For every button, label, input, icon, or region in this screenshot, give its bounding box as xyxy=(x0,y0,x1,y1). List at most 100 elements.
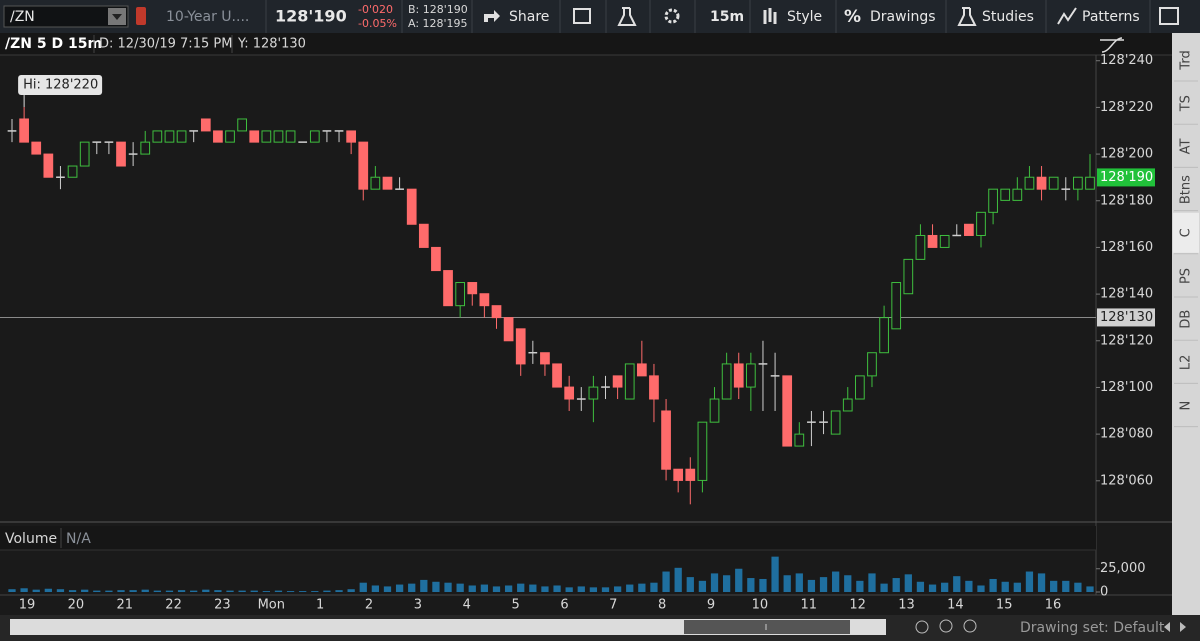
link-icon[interactable] xyxy=(136,7,146,25)
candle-body xyxy=(879,317,889,354)
more-icon[interactable] xyxy=(1159,7,1179,25)
candle-body xyxy=(31,141,42,155)
studies-icon xyxy=(957,7,977,26)
volume-bar xyxy=(468,585,476,592)
candle-body xyxy=(346,130,357,143)
volume-bar xyxy=(311,591,319,592)
candle-body xyxy=(164,130,175,143)
dropdown-arrow xyxy=(112,14,122,20)
y-tick-label: 128'160 xyxy=(1100,240,1153,255)
x-tick-label: 22 xyxy=(165,598,182,613)
volume-bar xyxy=(674,567,682,592)
x-tick-label: 9 xyxy=(707,598,715,613)
chart-header xyxy=(0,33,1172,55)
candle-body xyxy=(612,375,623,388)
last-price-box xyxy=(1097,168,1155,187)
share-icon xyxy=(484,10,500,22)
scale-icon[interactable] xyxy=(1100,37,1124,53)
volume-bar xyxy=(1001,581,1009,592)
volume-bar xyxy=(286,591,295,592)
candle-body xyxy=(673,468,684,481)
volume-bar xyxy=(916,581,925,592)
candle-body xyxy=(467,282,478,295)
y-tick-label: 128'060 xyxy=(1100,473,1153,488)
candle-body xyxy=(636,363,647,377)
x-tick-label: 2 xyxy=(365,598,373,613)
x-tick-label: 7 xyxy=(609,598,617,613)
y-tick-label: 128'240 xyxy=(1100,53,1153,68)
volume-bar xyxy=(93,590,101,592)
candle-body xyxy=(370,176,381,190)
volume-bar xyxy=(819,577,828,592)
candle-body xyxy=(564,386,575,400)
settings-icon[interactable] xyxy=(664,8,680,24)
volume-bar xyxy=(323,590,331,592)
y-tick-label: 128'200 xyxy=(1100,147,1153,162)
scroll-arrows[interactable] xyxy=(1164,622,1186,632)
volume-bar xyxy=(371,585,380,592)
candle-body xyxy=(1012,188,1023,201)
description: 10-Year U.... xyxy=(166,9,249,25)
share-button[interactable]: Share xyxy=(509,9,549,25)
y-tick-label: 0 xyxy=(1100,585,1108,600)
candle-body xyxy=(588,386,599,400)
y-tick-label: 128'100 xyxy=(1100,380,1153,395)
flask-icon[interactable] xyxy=(617,7,637,26)
candle-body xyxy=(915,234,926,260)
sidebar-tab[interactable]: TS xyxy=(1179,95,1194,112)
pan-icon[interactable] xyxy=(915,620,929,634)
volume-bar xyxy=(408,583,416,592)
volume-bar xyxy=(105,590,113,592)
zoom-in-icon[interactable] xyxy=(939,619,953,633)
volume-bar xyxy=(601,587,610,592)
high-label: Hi: 128'220 xyxy=(23,78,98,93)
volume-bar xyxy=(795,573,803,592)
patterns-button[interactable]: Patterns xyxy=(1082,9,1140,25)
volume-bar xyxy=(904,574,912,592)
sidebar-tab[interactable]: AT xyxy=(1179,138,1194,154)
y-tick-label: 25,000 xyxy=(1100,561,1146,576)
drawing-set[interactable]: Drawing set: Default xyxy=(1020,620,1165,636)
symbol-input[interactable] xyxy=(3,5,129,28)
x-tick-label: 13 xyxy=(898,598,915,613)
volume-bar xyxy=(262,591,270,592)
volume-bar xyxy=(420,579,428,592)
high-box xyxy=(18,75,103,96)
alert-icon[interactable] xyxy=(573,8,591,24)
sidebar-tab[interactable]: C xyxy=(1179,228,1194,237)
drawings-button[interactable]: Drawings xyxy=(870,9,936,25)
candle-body xyxy=(249,130,260,143)
chart-title: /ZN 5 D 15m xyxy=(5,36,102,52)
candle-body xyxy=(237,118,247,132)
sidebar-tab[interactable]: DB xyxy=(1179,310,1194,329)
candle-body xyxy=(200,118,211,132)
sidebar-tab[interactable]: Trd xyxy=(1179,50,1194,70)
sidebar-tab[interactable]: PS xyxy=(1179,268,1194,284)
interval-button[interactable]: 15m xyxy=(710,9,744,25)
sidebar-tab[interactable]: L2 xyxy=(1179,355,1194,371)
volume-bar xyxy=(492,586,501,592)
studies-button[interactable]: Studies xyxy=(982,9,1034,25)
zoom-out-icon[interactable] xyxy=(963,619,977,633)
candle-body xyxy=(794,433,805,447)
x-tick-label: 14 xyxy=(947,598,964,613)
sidebar-tab[interactable]: Btns xyxy=(1179,175,1194,204)
volume-bar xyxy=(117,590,125,592)
sidebar-tab[interactable]: N xyxy=(1179,401,1194,411)
candle-body xyxy=(19,118,29,143)
candle-body xyxy=(1048,176,1059,190)
volume-bar xyxy=(577,586,585,592)
candle-body xyxy=(540,352,550,365)
volume-bar xyxy=(541,586,549,592)
x-tick-label: 11 xyxy=(800,598,817,613)
scrollbar[interactable] xyxy=(10,619,886,635)
x-tick-label: 4 xyxy=(463,598,471,613)
volume-bar xyxy=(456,583,464,592)
scroll-handle[interactable] xyxy=(684,620,850,634)
volume-bar xyxy=(56,589,65,592)
volume-bar xyxy=(165,590,174,592)
style-button[interactable]: Style xyxy=(787,9,822,25)
y-tick-label: 128'180 xyxy=(1100,193,1153,208)
candle-body xyxy=(988,188,998,213)
volume-bar xyxy=(529,584,537,592)
